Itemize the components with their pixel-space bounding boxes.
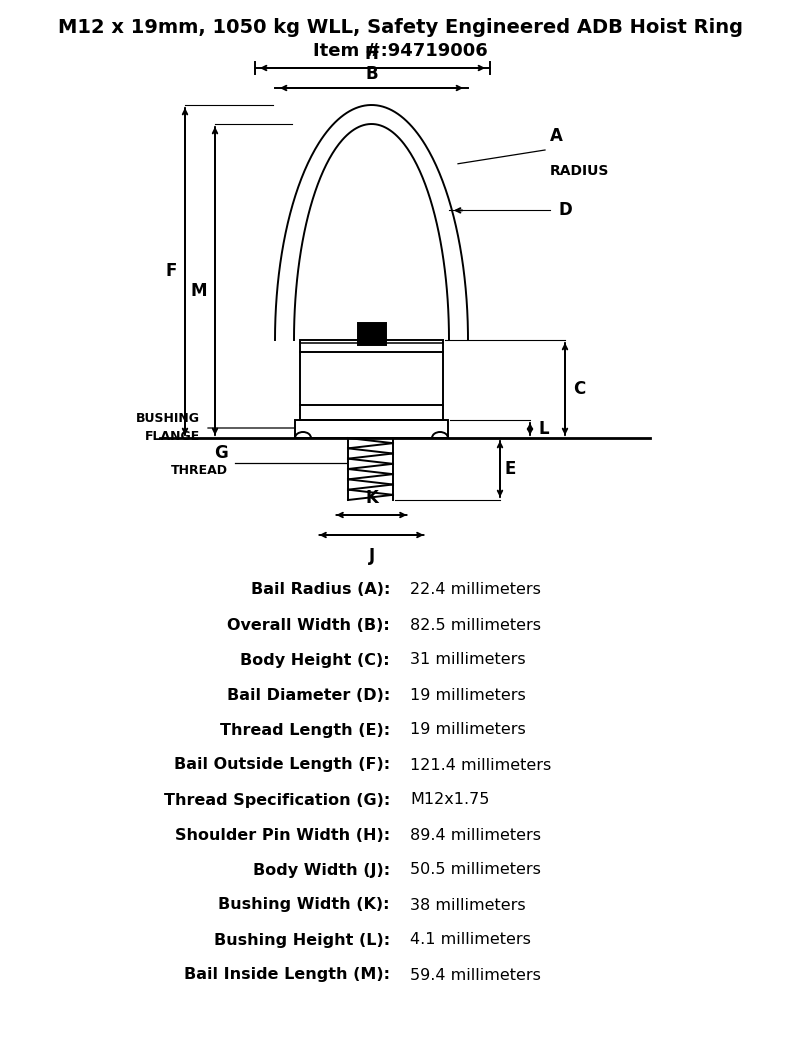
Text: A: A — [550, 127, 563, 145]
Text: Shoulder Pin Width (H):: Shoulder Pin Width (H): — [175, 827, 390, 843]
Text: FLANGE: FLANGE — [145, 429, 200, 443]
Text: K: K — [365, 489, 378, 507]
Text: 82.5 millimeters: 82.5 millimeters — [410, 617, 541, 633]
Text: Thread Length (E):: Thread Length (E): — [220, 722, 390, 738]
Text: THREAD: THREAD — [171, 464, 228, 478]
Text: RADIUS: RADIUS — [550, 164, 610, 178]
Text: M: M — [190, 282, 207, 300]
Text: 22.4 millimeters: 22.4 millimeters — [410, 583, 541, 597]
Text: 50.5 millimeters: 50.5 millimeters — [410, 862, 541, 878]
Text: 59.4 millimeters: 59.4 millimeters — [410, 967, 541, 983]
Bar — [300, 340, 443, 420]
Text: 121.4 millimeters: 121.4 millimeters — [410, 757, 551, 773]
Text: J: J — [369, 547, 374, 565]
Text: L: L — [538, 420, 549, 438]
Text: 31 millimeters: 31 millimeters — [410, 652, 526, 667]
Text: Thread Specification (G):: Thread Specification (G): — [164, 793, 390, 807]
Text: Bail Diameter (D):: Bail Diameter (D): — [226, 688, 390, 702]
Text: 19 millimeters: 19 millimeters — [410, 688, 526, 702]
Text: Body Width (J):: Body Width (J): — [253, 862, 390, 878]
Text: Bail Inside Length (M):: Bail Inside Length (M): — [184, 967, 390, 983]
Text: Bushing Height (L):: Bushing Height (L): — [214, 932, 390, 948]
Text: Overall Width (B):: Overall Width (B): — [227, 617, 390, 633]
Text: 38 millimeters: 38 millimeters — [410, 898, 526, 912]
Text: 89.4 millimeters: 89.4 millimeters — [410, 827, 541, 843]
Text: B: B — [365, 65, 378, 83]
Text: BUSHING: BUSHING — [136, 411, 200, 425]
Text: Body Height (C):: Body Height (C): — [240, 652, 390, 667]
Bar — [358, 323, 386, 345]
Text: G: G — [214, 444, 228, 462]
Text: Bail Outside Length (F):: Bail Outside Length (F): — [174, 757, 390, 773]
Text: Bail Radius (A):: Bail Radius (A): — [250, 583, 390, 597]
Text: 19 millimeters: 19 millimeters — [410, 722, 526, 738]
Text: Bushing Width (K):: Bushing Width (K): — [218, 898, 390, 912]
Text: Item #:94719006: Item #:94719006 — [313, 42, 487, 60]
Text: F: F — [166, 263, 177, 281]
Text: M12x1.75: M12x1.75 — [410, 793, 490, 807]
Text: 4.1 millimeters: 4.1 millimeters — [410, 932, 531, 948]
Text: H: H — [365, 45, 378, 63]
Bar — [295, 420, 448, 438]
Text: M12 x 19mm, 1050 kg WLL, Safety Engineered ADB Hoist Ring: M12 x 19mm, 1050 kg WLL, Safety Engineer… — [58, 18, 742, 37]
Text: C: C — [573, 380, 586, 398]
Text: D: D — [558, 202, 572, 219]
Text: E: E — [505, 460, 516, 478]
